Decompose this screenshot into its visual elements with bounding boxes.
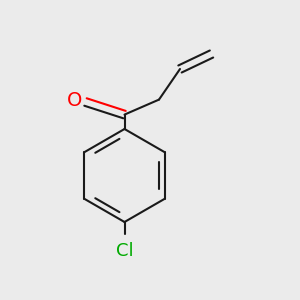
Text: O: O — [66, 91, 82, 110]
Text: Cl: Cl — [116, 242, 133, 260]
